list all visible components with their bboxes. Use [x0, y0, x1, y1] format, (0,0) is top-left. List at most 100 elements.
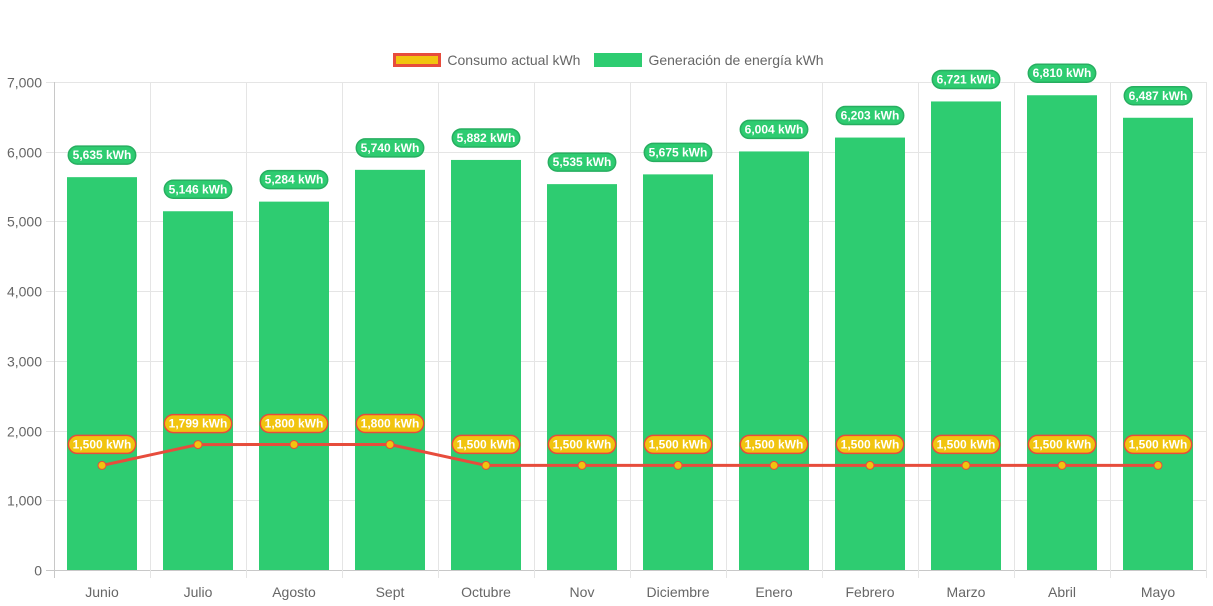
x-tick-label: Diciembre	[646, 584, 709, 600]
x-tick-label: Octubre	[461, 584, 511, 600]
bar-data-label: 6,004 kWh	[739, 119, 809, 140]
line-consumo	[101, 443, 1158, 467]
line-data-label: 1,500 kWh	[1123, 434, 1193, 455]
bar-data-label-bg	[835, 105, 905, 126]
bar-data-label-text: 5,740 kWh	[361, 141, 420, 155]
bar-data-label-bg	[1123, 86, 1193, 106]
x-tick-label: Nov	[570, 584, 595, 600]
legend-label-generacion: Generación de energía kWh	[648, 52, 824, 68]
line-data-label: 1,800 kWh	[259, 413, 329, 434]
line-data-label-bg	[67, 434, 137, 455]
bar-data-label-bg	[67, 145, 137, 165]
bar-data-label-text: 5,146 kWh	[169, 182, 228, 196]
bar-generacion	[835, 137, 905, 570]
bar-data-label-text: 5,635 kWh	[73, 148, 132, 162]
line-point-consumo	[289, 440, 299, 450]
bar-generacion	[67, 177, 137, 570]
line-data-label-bg	[1027, 434, 1097, 455]
line-data-label-bg	[451, 434, 521, 455]
line-data-label: 1,799 kWh	[163, 413, 233, 434]
line-data-label-text: 1,500 kWh	[649, 437, 708, 451]
line-point-consumo	[865, 460, 875, 470]
line-data-label: 1,500 kWh	[451, 434, 521, 455]
bar-generacion	[451, 159, 521, 571]
x-tick-label: Abril	[1048, 584, 1076, 600]
bar-generacion	[163, 211, 233, 570]
y-tick-label: 5,000	[7, 214, 42, 230]
bar-data-label-bg	[1027, 63, 1097, 83]
bar-data-label-bg	[739, 119, 809, 140]
bar-generacion	[547, 184, 617, 571]
x-tick-label: Agosto	[272, 584, 316, 600]
bar-data-label-bg	[163, 179, 233, 200]
bar-data-label-text: 6,487 kWh	[1129, 89, 1188, 103]
line-data-label-bg	[1123, 434, 1193, 455]
line-data-label-text: 1,800 kWh	[361, 417, 420, 431]
legend-item-consumo[interactable]: Consumo actual kWh	[393, 52, 580, 68]
bar-data-label-text: 6,721 kWh	[937, 72, 996, 86]
legend-swatch-consumo	[393, 53, 442, 67]
bar-data-label-bg	[643, 142, 713, 163]
bar-data-label-text: 5,675 kWh	[649, 145, 708, 159]
legend-item-generacion[interactable]: Generación de energía kWh	[594, 52, 824, 68]
line-data-label: 1,800 kWh	[355, 413, 425, 434]
line-data-label-text: 1,500 kWh	[841, 437, 900, 451]
bar-data-label-text: 6,810 kWh	[1033, 66, 1092, 80]
bar-generacion	[931, 101, 1001, 570]
bar-data-label: 5,675 kWh	[643, 142, 713, 163]
line-data-label-text: 1,500 kWh	[937, 437, 996, 451]
line-data-label: 1,500 kWh	[1027, 434, 1097, 455]
bar-data-label-text: 6,004 kWh	[745, 122, 804, 136]
bar-generacion	[643, 174, 713, 570]
x-tick-label: Julio	[184, 584, 213, 600]
line-point-consumo	[97, 460, 107, 470]
line-data-label: 1,500 kWh	[643, 434, 713, 455]
bar-data-label: 5,284 kWh	[259, 169, 329, 190]
bar-generacion	[1027, 95, 1097, 570]
bar-data-label: 5,740 kWh	[355, 138, 425, 158]
line-data-label-text: 1,500 kWh	[1129, 437, 1188, 451]
line-data-label-text: 1,500 kWh	[745, 437, 804, 451]
line-point-consumo	[1153, 460, 1163, 470]
bar-data-label: 6,487 kWh	[1123, 86, 1193, 106]
y-tick-label: 2,000	[7, 424, 42, 440]
line-point-consumo	[577, 460, 587, 470]
line-data-label-bg	[163, 413, 233, 434]
line-point-consumo	[769, 460, 779, 470]
legend-swatch-generacion	[594, 53, 643, 67]
line-data-label-bg	[643, 434, 713, 455]
bar-generacion	[355, 169, 425, 570]
bar-data-label-bg	[451, 128, 521, 148]
line-data-label-bg	[835, 434, 905, 455]
y-tick-label: 4,000	[7, 284, 42, 300]
line-data-label: 1,500 kWh	[547, 434, 617, 455]
x-tick-label: Marzo	[947, 584, 986, 600]
line-data-label-bg	[547, 434, 617, 455]
bar-data-label-bg	[931, 69, 1001, 90]
bar-data-label-bg	[355, 138, 425, 158]
bar-data-label-text: 5,882 kWh	[457, 131, 516, 145]
line-data-label-bg	[931, 434, 1001, 455]
y-tick-label: 1,000	[7, 493, 42, 509]
line-data-label-bg	[259, 413, 329, 434]
y-tick-label: 6,000	[7, 145, 42, 161]
x-tick-label: Enero	[755, 584, 793, 600]
line-point-consumo	[1057, 460, 1067, 470]
chart-legend: Consumo actual kWh Generación de energía…	[0, 52, 1213, 68]
bar-data-label-text: 5,284 kWh	[265, 173, 324, 187]
bar-generacion	[259, 201, 329, 571]
y-tick-label: 7,000	[7, 75, 42, 91]
bar-generacion	[1123, 117, 1193, 570]
bar-data-label-text: 5,535 kWh	[553, 155, 612, 169]
line-data-label-bg	[739, 434, 809, 455]
bar-data-label: 5,635 kWh	[67, 145, 137, 165]
bar-data-label: 5,535 kWh	[547, 152, 617, 172]
bar-data-label: 6,721 kWh	[931, 69, 1001, 90]
bar-data-label-text: 6,203 kWh	[841, 109, 900, 123]
line-point-consumo	[193, 440, 203, 450]
bar-data-label: 5,882 kWh	[451, 128, 521, 148]
line-data-label-text: 1,500 kWh	[1033, 437, 1092, 451]
bar-data-label: 6,810 kWh	[1027, 63, 1097, 83]
y-tick-label: 0	[34, 563, 42, 579]
